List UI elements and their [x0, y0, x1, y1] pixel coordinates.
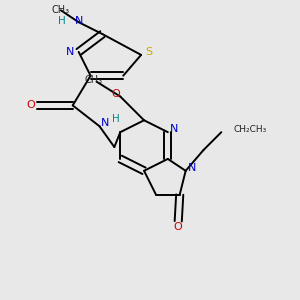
Text: O: O [27, 100, 35, 110]
Text: N: N [169, 124, 178, 134]
Text: O: O [174, 222, 183, 232]
Text: CH₂CH₃: CH₂CH₃ [233, 125, 266, 134]
Text: N: N [74, 16, 83, 26]
Text: S: S [145, 47, 152, 57]
Text: CH₃: CH₃ [52, 5, 70, 15]
Text: N: N [101, 118, 110, 128]
Text: N: N [66, 47, 74, 57]
Text: CH₃: CH₃ [85, 75, 103, 85]
Text: O: O [111, 88, 120, 98]
Text: H: H [58, 16, 66, 26]
Text: H: H [112, 114, 120, 124]
Text: N: N [188, 163, 196, 173]
